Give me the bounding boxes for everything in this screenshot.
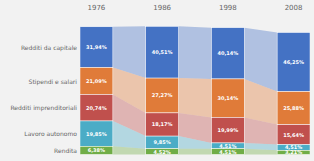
flows xyxy=(113,26,277,154)
data-label: 19,99% xyxy=(217,127,238,133)
bar-segment xyxy=(80,94,113,120)
bar-segment xyxy=(146,113,179,136)
bar-segment xyxy=(146,26,179,78)
bar-segment xyxy=(146,149,179,155)
data-label: 4,51% xyxy=(219,149,236,155)
series-label: Rendita xyxy=(54,147,77,154)
bar-segment xyxy=(146,78,179,113)
bar-segment xyxy=(80,146,113,154)
data-label: 9,85% xyxy=(153,139,170,145)
bar-segment xyxy=(277,150,310,154)
bar-segment xyxy=(80,68,113,95)
data-label: 40,14% xyxy=(217,50,238,56)
data-label: 30,14% xyxy=(217,95,238,101)
bar-segment xyxy=(211,79,244,117)
labels: 31,94% 21,09% 20,74% 19,85% 6,38% 40,51% 27,27… xyxy=(10,4,304,155)
data-label: 3,21% xyxy=(285,149,302,155)
series-label: Lavoro autonomo xyxy=(24,130,77,137)
bar-segment xyxy=(277,92,310,125)
series-label: Redditi da capitale xyxy=(21,44,77,52)
data-label: 31,94% xyxy=(86,44,107,50)
flow xyxy=(179,136,212,149)
flow xyxy=(244,79,277,125)
chart: 31,94% 21,09% 20,74% 19,85% 6,38% 40,51% 27,27… xyxy=(0,0,314,161)
flow xyxy=(244,149,277,155)
flow xyxy=(244,117,277,144)
category-label: 1986 xyxy=(153,4,171,12)
data-label: 4,52% xyxy=(153,149,170,155)
plot-area xyxy=(80,26,310,154)
data-label: 27,27% xyxy=(152,92,173,98)
data-label: 21,09% xyxy=(86,78,107,84)
data-label: 20,74% xyxy=(86,105,107,111)
flow xyxy=(179,149,212,155)
category-label: 1976 xyxy=(88,4,106,12)
category-label: 2008 xyxy=(285,4,303,12)
series-label: Redditi imprenditoriali xyxy=(10,104,77,112)
flow xyxy=(179,78,212,117)
bar-segment xyxy=(211,28,244,79)
bar-segment xyxy=(277,125,310,145)
bar-segment xyxy=(80,121,113,146)
data-label: 15,64% xyxy=(283,132,304,138)
data-label: 19,85% xyxy=(86,131,107,137)
data-label: 6,38% xyxy=(88,147,105,153)
series-label: Stipendi e salari xyxy=(29,78,78,86)
bar-segment xyxy=(277,33,310,92)
bar-segment xyxy=(146,136,179,149)
data-label: 40,51% xyxy=(152,49,173,55)
flow xyxy=(113,121,146,149)
category-label: 1998 xyxy=(219,4,237,12)
flow xyxy=(113,146,146,154)
data-label: 18,17% xyxy=(152,121,173,127)
bar-segment xyxy=(80,27,113,68)
data-label: 25,88% xyxy=(283,105,304,111)
bar-segment xyxy=(211,117,244,143)
bar-segment xyxy=(211,149,244,155)
flow xyxy=(179,26,212,79)
data-label: 46,25% xyxy=(283,59,304,65)
